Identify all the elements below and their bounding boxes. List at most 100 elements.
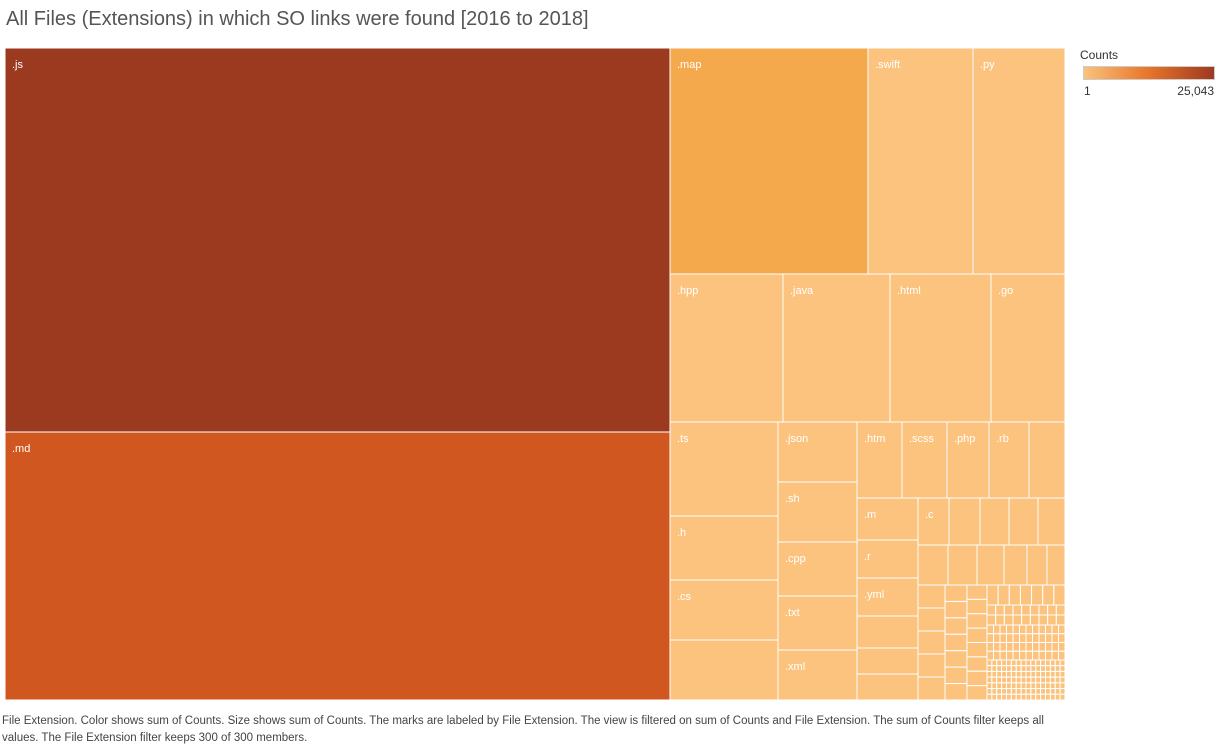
tile-h[interactable]	[669, 515, 779, 581]
tile-small[interactable]	[1053, 584, 1066, 606]
tile-small[interactable]	[1015, 693, 1022, 701]
tile-small[interactable]	[1054, 682, 1061, 690]
tile-scss[interactable]	[901, 421, 948, 499]
tile-small[interactable]	[991, 659, 998, 667]
tile-small[interactable]	[1012, 624, 1020, 635]
tile-small[interactable]	[995, 614, 1005, 626]
tile-small[interactable]	[986, 633, 994, 643]
tile-small[interactable]	[1025, 650, 1033, 661]
tile-small[interactable]	[1006, 642, 1014, 652]
tile-small[interactable]	[1025, 659, 1032, 667]
tile-unlabeled-2[interactable]	[948, 497, 981, 546]
tile-unlabeled-5[interactable]	[1037, 497, 1066, 546]
tile-unlabeled-11[interactable]	[976, 544, 1005, 586]
tile-small[interactable]	[1040, 682, 1047, 690]
tile-small[interactable]	[1029, 604, 1040, 616]
tile-small[interactable]	[1030, 693, 1037, 701]
tile-small[interactable]	[1035, 682, 1042, 690]
tile-small[interactable]	[966, 598, 988, 615]
tile-small[interactable]	[1010, 688, 1017, 695]
tile-small[interactable]	[1015, 688, 1022, 695]
tile-small[interactable]	[1020, 665, 1027, 672]
tile-small[interactable]	[1032, 624, 1040, 635]
tile-small[interactable]	[1054, 688, 1061, 695]
tile-small[interactable]	[1006, 659, 1012, 667]
tile-small[interactable]	[1010, 670, 1017, 678]
tile-small[interactable]	[986, 659, 993, 667]
tile-small[interactable]	[996, 659, 1003, 667]
tile-small[interactable]	[993, 642, 1001, 652]
tile-small[interactable]	[1051, 650, 1059, 661]
tile-small[interactable]	[1042, 584, 1055, 606]
tile-small[interactable]	[944, 683, 968, 701]
tile-small[interactable]	[1035, 665, 1042, 672]
tile-small[interactable]	[991, 682, 998, 690]
tile-small[interactable]	[1019, 633, 1027, 643]
tile-small[interactable]	[966, 584, 988, 600]
tile-small[interactable]	[1058, 624, 1066, 635]
tile-small[interactable]	[1035, 693, 1042, 701]
tile-small[interactable]	[1015, 676, 1022, 684]
tile-small[interactable]	[1059, 676, 1066, 684]
tile-small[interactable]	[1001, 659, 1008, 667]
tile-small[interactable]	[1006, 665, 1012, 672]
tile-small[interactable]	[1015, 659, 1022, 667]
tile-sh[interactable]	[777, 481, 858, 543]
tile-small[interactable]	[1031, 584, 1044, 606]
tile-small[interactable]	[1025, 624, 1033, 635]
tile-swift[interactable]	[867, 47, 974, 275]
tile-small[interactable]	[1040, 665, 1047, 672]
tile-small[interactable]	[996, 676, 1003, 684]
tile-small[interactable]	[917, 607, 946, 632]
tile-small[interactable]	[996, 682, 1003, 690]
tile-small[interactable]	[1001, 682, 1008, 690]
tile-small[interactable]	[1055, 614, 1066, 626]
tile-small[interactable]	[1003, 614, 1014, 626]
tile-small[interactable]	[1020, 688, 1027, 695]
tile-small[interactable]	[1051, 642, 1059, 652]
tile-unlabeled-9[interactable]	[917, 544, 949, 586]
tile-small[interactable]	[986, 614, 997, 626]
tile-small[interactable]	[1047, 614, 1057, 626]
tile-small[interactable]	[1045, 650, 1053, 661]
tile-small[interactable]	[1001, 665, 1008, 672]
tile-small[interactable]	[1035, 676, 1042, 684]
tile-small[interactable]	[1015, 670, 1022, 678]
tile-small[interactable]	[1045, 633, 1053, 643]
tile-md[interactable]	[4, 431, 671, 701]
tile-small[interactable]	[1038, 650, 1046, 661]
tile-small[interactable]	[1058, 650, 1066, 661]
tile-small[interactable]	[995, 604, 1005, 616]
tile-small[interactable]	[1045, 659, 1051, 667]
tile-unlabeled-1[interactable]	[1028, 421, 1066, 499]
tile-small[interactable]	[1025, 670, 1032, 678]
tile-map[interactable]	[669, 47, 869, 275]
tile-yml[interactable]	[856, 577, 919, 617]
tile-small[interactable]	[1038, 604, 1049, 616]
tile-small[interactable]	[1001, 670, 1008, 678]
tile-small[interactable]	[1035, 670, 1042, 678]
tile-small[interactable]	[1040, 688, 1047, 695]
tile-small[interactable]	[993, 633, 1001, 643]
tile-small[interactable]	[1030, 688, 1037, 695]
tile-small[interactable]	[997, 584, 1010, 606]
tile-small[interactable]	[944, 617, 968, 635]
tile-unlabeled-0[interactable]	[669, 639, 779, 701]
tile-small[interactable]	[991, 670, 998, 678]
tile-unlabeled-12[interactable]	[1003, 544, 1028, 586]
tile-small[interactable]	[917, 653, 946, 678]
tile-small[interactable]	[996, 665, 1003, 672]
tile-small[interactable]	[1045, 624, 1053, 635]
tile-small[interactable]	[1035, 688, 1042, 695]
tile-small[interactable]	[1021, 604, 1031, 616]
tile-small[interactable]	[991, 676, 998, 684]
tile-small[interactable]	[1054, 676, 1061, 684]
tile-small[interactable]	[986, 682, 993, 690]
tile-small[interactable]	[986, 676, 993, 684]
tile-small[interactable]	[966, 642, 988, 658]
tile-cs[interactable]	[669, 579, 779, 641]
tile-small[interactable]	[1047, 604, 1057, 616]
tile-small[interactable]	[1049, 688, 1056, 695]
tile-small[interactable]	[1059, 682, 1066, 690]
tile-small[interactable]	[1019, 642, 1027, 652]
